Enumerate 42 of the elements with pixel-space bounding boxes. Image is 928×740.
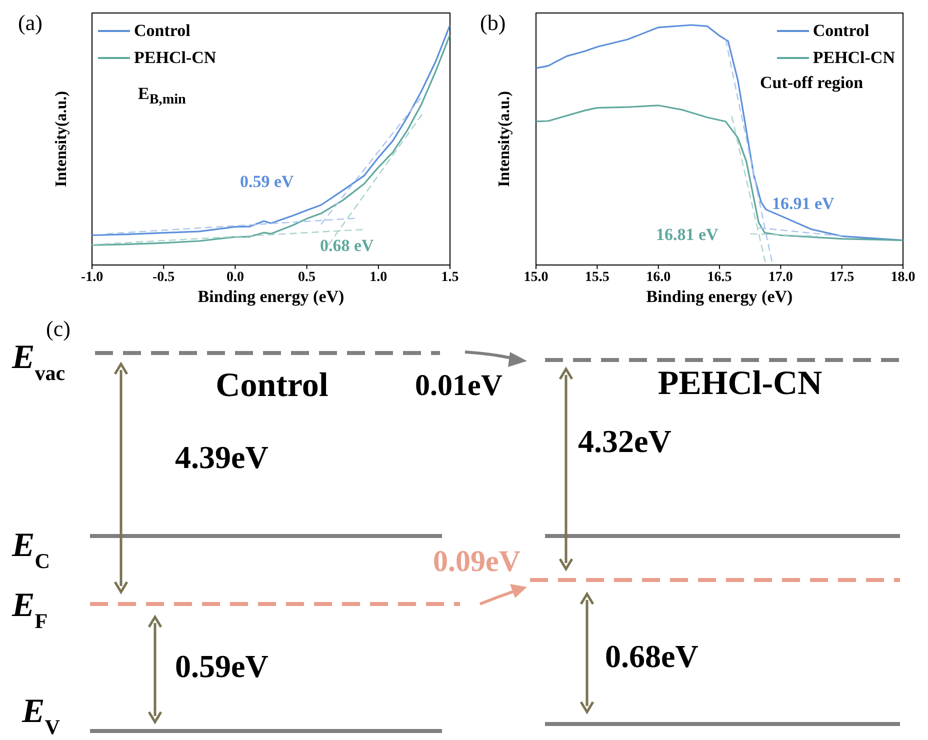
legend-label: PEHCl-CN bbox=[134, 48, 216, 68]
x-tick-label: 0.0 bbox=[226, 270, 244, 285]
x-tick-label: 16.5 bbox=[707, 270, 732, 285]
x-tick-label: 15.0 bbox=[524, 270, 548, 285]
legend-label: Control bbox=[812, 20, 870, 40]
annotation: Cut-off region bbox=[760, 73, 864, 93]
x-tick-label: 17.5 bbox=[830, 270, 854, 285]
chart-title: (a) bbox=[18, 10, 42, 36]
text: PEHCl-CN bbox=[658, 365, 823, 402]
annotation: 0.59 eV bbox=[240, 172, 294, 192]
text: (c) bbox=[46, 316, 70, 341]
x-tick-label: 15.5 bbox=[584, 270, 610, 285]
annotation: 0.68 eV bbox=[320, 236, 374, 256]
text: 0.59eV bbox=[175, 648, 268, 684]
text: E$_{V}$ bbox=[21, 693, 60, 739]
text: E$_{vac}$ bbox=[11, 339, 66, 385]
x-tick-label: 17.0 bbox=[768, 270, 793, 285]
text: 0.68eV bbox=[605, 638, 698, 674]
annotation: 16.81 eV bbox=[656, 225, 718, 245]
x-tick-label: -0.5 bbox=[152, 270, 175, 285]
annotation: 16.91 eV bbox=[772, 194, 834, 214]
text: E$_{F}$ bbox=[11, 587, 48, 633]
legend-label: PEHCl-CN bbox=[812, 48, 895, 68]
x-tick-label: 0.5 bbox=[298, 270, 316, 285]
chart-title: (b) bbox=[480, 10, 506, 36]
text: Control bbox=[216, 367, 328, 404]
y-axis-title: Intensity(a.u.) bbox=[53, 90, 71, 190]
x-tick-label: 1.5 bbox=[441, 270, 459, 285]
annotation: E$_{B,min}$ bbox=[138, 84, 186, 108]
x-tick-label: -1.0 bbox=[80, 270, 104, 285]
y-axis-title: Intensity(a.u.) bbox=[496, 90, 514, 190]
x-axis-title: Binding energy (eV) bbox=[198, 287, 344, 306]
x-axis-title: Binding energy (eV) bbox=[646, 287, 793, 306]
text: E$_{C}$ bbox=[11, 527, 50, 573]
x-tick-label: 16.0 bbox=[646, 270, 671, 285]
text: 0.01eV bbox=[415, 369, 503, 402]
legend-label: Control bbox=[134, 20, 190, 40]
x-tick-label: 18.0 bbox=[890, 270, 916, 285]
text: 0.09eV bbox=[433, 545, 521, 578]
x-tick-label: 1.0 bbox=[370, 270, 388, 285]
text: 4.32eV bbox=[578, 423, 672, 459]
text: 4.39eV bbox=[175, 439, 268, 475]
